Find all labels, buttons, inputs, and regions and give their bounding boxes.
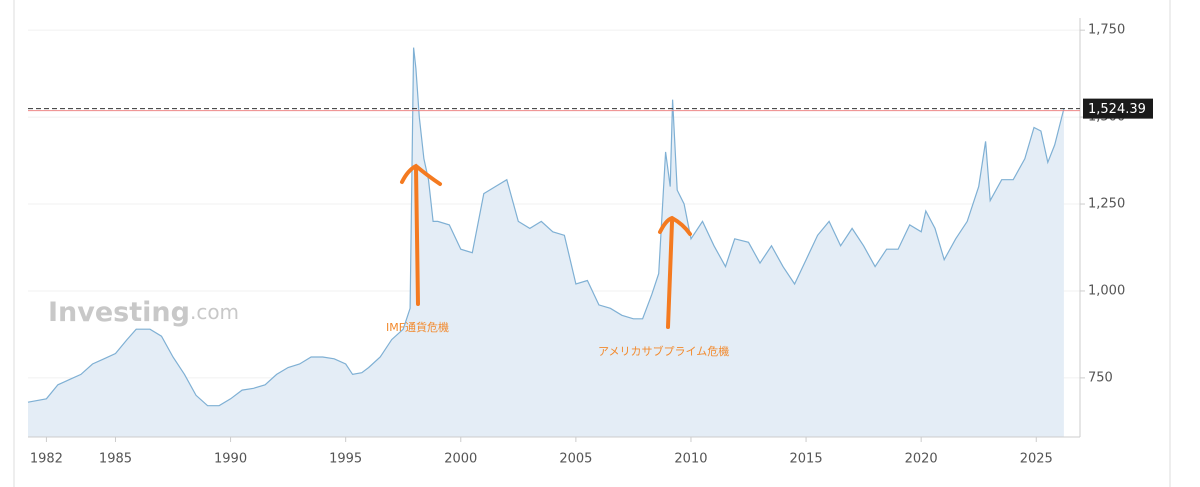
x-tick-label: 2015 xyxy=(790,452,823,467)
annotation: アメリカサブプライム危機 xyxy=(598,344,729,358)
arrow-imf-head xyxy=(400,163,442,186)
line xyxy=(27,47,1065,407)
y-tick-label: 750 xyxy=(1088,370,1113,385)
y-tick-label: 1,000 xyxy=(1088,283,1125,298)
x-tick-label: 1985 xyxy=(99,452,132,467)
arrow-subprime-head xyxy=(658,215,692,236)
arrow-imf xyxy=(414,166,420,306)
annotation: IMF通貨危機 xyxy=(386,320,449,334)
watermark-brand: Investing xyxy=(48,297,190,328)
current-label-bg xyxy=(1083,98,1153,119)
watermark-suffix: .com xyxy=(190,300,239,324)
x-tick-label: 2010 xyxy=(674,452,707,467)
x-tick-label: 2020 xyxy=(905,452,938,467)
x-tick-label: 2000 xyxy=(444,452,477,467)
arrow-subprime xyxy=(666,220,674,329)
x-tick-label: 1995 xyxy=(329,452,362,467)
plot xyxy=(27,29,1080,437)
area xyxy=(28,47,1064,437)
watermark: Investing.com xyxy=(48,297,239,328)
y-tick-label: 1,750 xyxy=(1088,23,1125,38)
x-tick-label: 1982 xyxy=(30,452,63,467)
current-label: 1,524.39 xyxy=(1088,102,1146,117)
x-tick-label: 2025 xyxy=(1020,452,1053,467)
x-tick-label: 1990 xyxy=(214,452,247,467)
x-tick-label: 2005 xyxy=(559,452,592,467)
y-tick-label: 1,250 xyxy=(1088,197,1125,212)
annotation-arrows xyxy=(400,163,692,329)
